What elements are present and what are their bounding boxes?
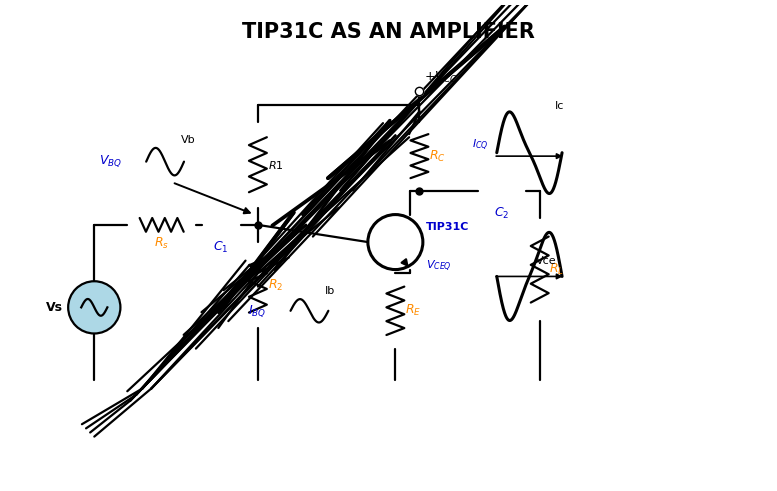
Text: $V_{BQ}$: $V_{BQ}$	[99, 154, 122, 169]
Text: Ib: Ib	[325, 286, 335, 297]
Text: $R_C$: $R_C$	[429, 149, 446, 164]
Text: $C_1$: $C_1$	[214, 240, 229, 255]
Text: $V_{CEQ}$: $V_{CEQ}$	[426, 259, 451, 273]
Text: Vs: Vs	[46, 301, 63, 314]
Text: Ic: Ic	[556, 102, 565, 111]
Text: TIP31C: TIP31C	[427, 222, 469, 232]
Text: $C_2$: $C_2$	[494, 206, 510, 221]
Text: $R1$: $R1$	[267, 159, 283, 171]
Text: $R_s$: $R_s$	[154, 236, 169, 251]
Text: $R_2$: $R_2$	[267, 277, 283, 293]
Text: $R_L$: $R_L$	[549, 262, 564, 277]
Circle shape	[68, 281, 120, 333]
Text: Vce: Vce	[536, 256, 557, 266]
Text: Vb: Vb	[180, 135, 195, 145]
Text: $I_{CQ}$: $I_{CQ}$	[472, 138, 489, 153]
Text: $I_{BQ}$: $I_{BQ}$	[249, 303, 267, 319]
Text: $R_E$: $R_E$	[405, 303, 421, 318]
Text: $+V_{CC}$: $+V_{CC}$	[423, 70, 457, 85]
Text: TIP31C AS AN AMPLIFIER: TIP31C AS AN AMPLIFIER	[242, 22, 535, 42]
